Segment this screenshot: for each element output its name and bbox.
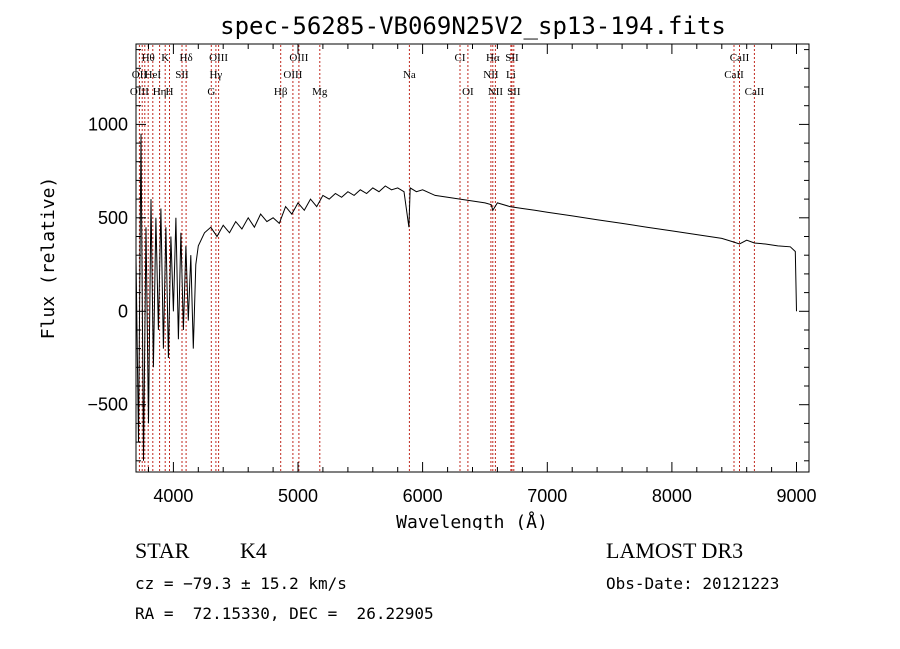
- spectral-line-label: SII: [507, 86, 521, 98]
- spectral-subclass: K4: [240, 538, 267, 563]
- spectral-line-label: HeI: [145, 69, 162, 81]
- spectral-line-label: OIII: [130, 86, 149, 98]
- spectral-line-label: OIII: [209, 52, 228, 64]
- x-tick-label: 8000: [652, 486, 692, 506]
- object-class: STAR: [135, 538, 190, 563]
- spectral-line-label: Na: [403, 69, 416, 81]
- spectral-line-label: OI: [462, 86, 474, 98]
- y-tick-label: −500: [87, 395, 128, 415]
- spectral-line-label: G: [207, 86, 215, 98]
- observation-date: Obs-Date: 20121223: [606, 574, 780, 593]
- spectrum-chart: spec-56285-VB069N25V2_sp13-194.fits OIIO…: [38, 12, 817, 530]
- coordinates: RA = 72.15330, DEC = 26.22905: [135, 604, 434, 623]
- spectral-line-label: Li: [506, 69, 516, 81]
- spectral-line-label: K: [161, 52, 169, 64]
- y-tick-label: 0: [118, 301, 128, 321]
- spectral-line-label: SII: [175, 69, 189, 81]
- spectral-line-label: Hγ: [209, 69, 222, 81]
- spectral-line-label: Mg: [312, 86, 328, 98]
- spectral-line-label: NII: [483, 69, 499, 81]
- spectral-line-label: CaII: [745, 86, 765, 98]
- spectral-line-label: CaII: [724, 69, 744, 81]
- spectral-line-label: H: [166, 86, 174, 98]
- spectral-line-label: Hβ: [274, 86, 288, 98]
- x-tick-label: 9000: [776, 486, 816, 506]
- y-axis-label: Flux (relative): [38, 177, 59, 340]
- spectral-line-label: Hθ: [142, 52, 155, 64]
- spectral-line-label: CaII: [730, 52, 750, 64]
- spectral-line-label: Hη: [153, 86, 167, 98]
- x-tick-label: 4000: [153, 486, 193, 506]
- y-tick-label: 500: [98, 208, 128, 228]
- spectral-line-label: NII: [488, 86, 504, 98]
- spectral-line-label: OIII: [289, 52, 308, 64]
- spectral-line-label: OIII: [283, 69, 302, 81]
- x-axis-label: Wavelength (Å): [396, 511, 548, 530]
- spectral-line-label: CI: [455, 52, 466, 64]
- redshift-velocity: cz = −79.3 ± 15.2 km/s: [135, 574, 347, 593]
- x-tick-label: 5000: [278, 486, 318, 506]
- plot-frame: [135, 43, 810, 473]
- spectrum-line: [135, 133, 797, 461]
- spectral-line-label: Hα: [486, 52, 500, 64]
- y-tick-label: 1000: [88, 114, 128, 134]
- survey-name: LAMOST DR3: [606, 538, 744, 563]
- x-tick-label: 6000: [403, 486, 443, 506]
- x-tick-label: 7000: [527, 486, 567, 506]
- chart-title: spec-56285-VB069N25V2_sp13-194.fits: [220, 12, 726, 40]
- spectral-line-label: Hδ: [180, 52, 193, 64]
- spectral-line-label: SII: [505, 52, 519, 64]
